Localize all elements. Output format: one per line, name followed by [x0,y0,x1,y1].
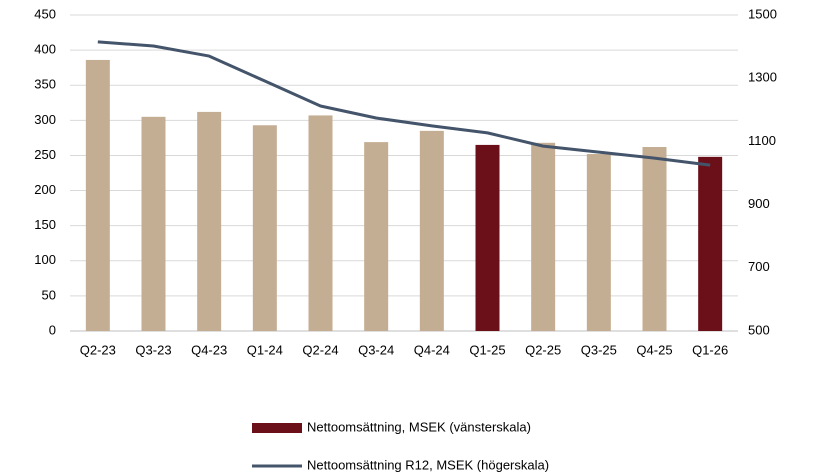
x-tick-label: Q4-23 [191,342,227,357]
bar [141,116,166,331]
y-tick-label: 150 [34,217,56,232]
y2-tick-label: 900 [748,196,770,211]
bar [642,147,667,331]
line [97,40,711,167]
x-tick-label: Q2-23 [80,342,116,357]
y-tick-label: 200 [34,182,56,197]
x-tick-label: Q1-26 [692,342,728,357]
y-tick-label: 250 [34,147,56,162]
bar [364,142,389,331]
x-tick-label: Q3-25 [581,342,617,357]
x-tick-label: Q2-25 [525,342,561,357]
legend-swatch [252,423,302,433]
legend-label: Nettoomsättning, MSEK (vänsterskala) [307,419,531,434]
y2-tick-label: 1300 [748,70,777,85]
y-tick-label: 400 [34,42,56,57]
x-tick-label: Q2-24 [302,342,338,357]
bar [698,156,723,331]
x-tick-label: Q1-24 [247,342,283,357]
y2-tick-label: 1500 [748,6,777,21]
bar [419,130,444,331]
x-tick-label: Q1-25 [469,342,505,357]
y-tick-label: 0 [49,322,56,337]
x-tick-label: Q4-24 [414,342,450,357]
bar [586,154,611,331]
x-tick-label: Q4-25 [636,342,672,357]
bar [475,144,500,331]
x-tick-label: Q3-24 [358,342,394,357]
y-tick-label: 300 [34,112,56,127]
y-tick-label: 350 [34,77,56,92]
bar [85,59,110,331]
bar [308,115,333,331]
x-tick-label: Q3-23 [135,342,171,357]
y-tick-label: 450 [34,6,56,21]
y-tick-label: 50 [42,287,56,302]
bar [197,111,222,331]
y2-tick-label: 1100 [748,133,776,148]
y2-tick-label: 500 [748,322,770,337]
y-tick-label: 100 [34,252,56,267]
bar [531,142,556,331]
legend-label: Nettoomsättning R12, MSEK (högerskala) [307,457,549,472]
y2-tick-label: 700 [748,259,770,274]
bar [252,125,277,331]
